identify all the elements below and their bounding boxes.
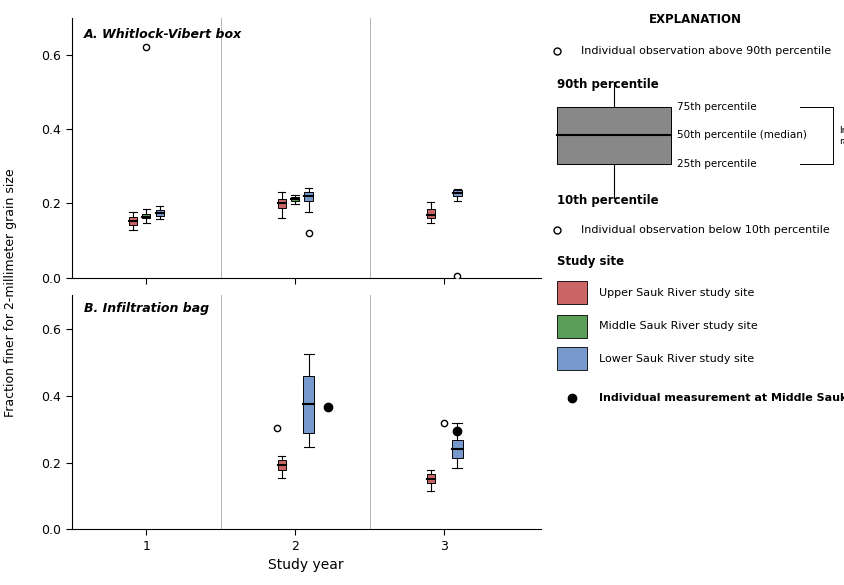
Text: 75th percentile: 75th percentile	[676, 102, 755, 112]
Bar	[452, 440, 463, 457]
Text: Study site: Study site	[556, 254, 624, 268]
Text: Fraction finer for 2-millimeter grain size: Fraction finer for 2-millimeter grain si…	[3, 168, 17, 417]
Text: Interquartile
range: Interquartile range	[838, 126, 844, 146]
Text: Individual observation below 10th percentile: Individual observation below 10th percen…	[581, 225, 829, 235]
Bar	[303, 376, 314, 433]
Text: Upper Sauk River study site: Upper Sauk River study site	[598, 288, 754, 298]
Bar	[290, 197, 299, 201]
Bar	[155, 210, 164, 216]
Text: Lower Sauk River study site: Lower Sauk River study site	[598, 354, 753, 364]
Bar	[278, 460, 285, 470]
Bar	[426, 209, 434, 218]
Bar	[556, 315, 587, 338]
Text: 10th percentile: 10th percentile	[556, 194, 657, 207]
Text: Individual measurement at Middle Sauk River study site: Individual measurement at Middle Sauk Ri…	[598, 393, 844, 403]
Bar	[128, 217, 137, 225]
Bar	[556, 108, 670, 164]
Bar	[556, 347, 587, 370]
Bar	[426, 474, 434, 483]
Text: 90th percentile: 90th percentile	[556, 78, 658, 91]
Text: EXPLANATION: EXPLANATION	[647, 13, 741, 26]
Text: A. Whitlock-Vibert box: A. Whitlock-Vibert box	[84, 28, 241, 41]
Text: Middle Sauk River study site: Middle Sauk River study site	[598, 321, 757, 332]
Text: B. Infiltration bag: B. Infiltration bag	[84, 302, 208, 315]
Bar	[556, 281, 587, 304]
Bar	[278, 199, 285, 208]
Bar	[304, 192, 312, 201]
Bar	[142, 214, 150, 218]
Text: 25th percentile: 25th percentile	[676, 159, 755, 169]
Text: Individual observation above 90th percentile: Individual observation above 90th percen…	[581, 46, 830, 56]
X-axis label: Study year: Study year	[268, 559, 344, 572]
Text: 50th percentile (median): 50th percentile (median)	[676, 130, 806, 140]
Bar	[452, 191, 461, 196]
